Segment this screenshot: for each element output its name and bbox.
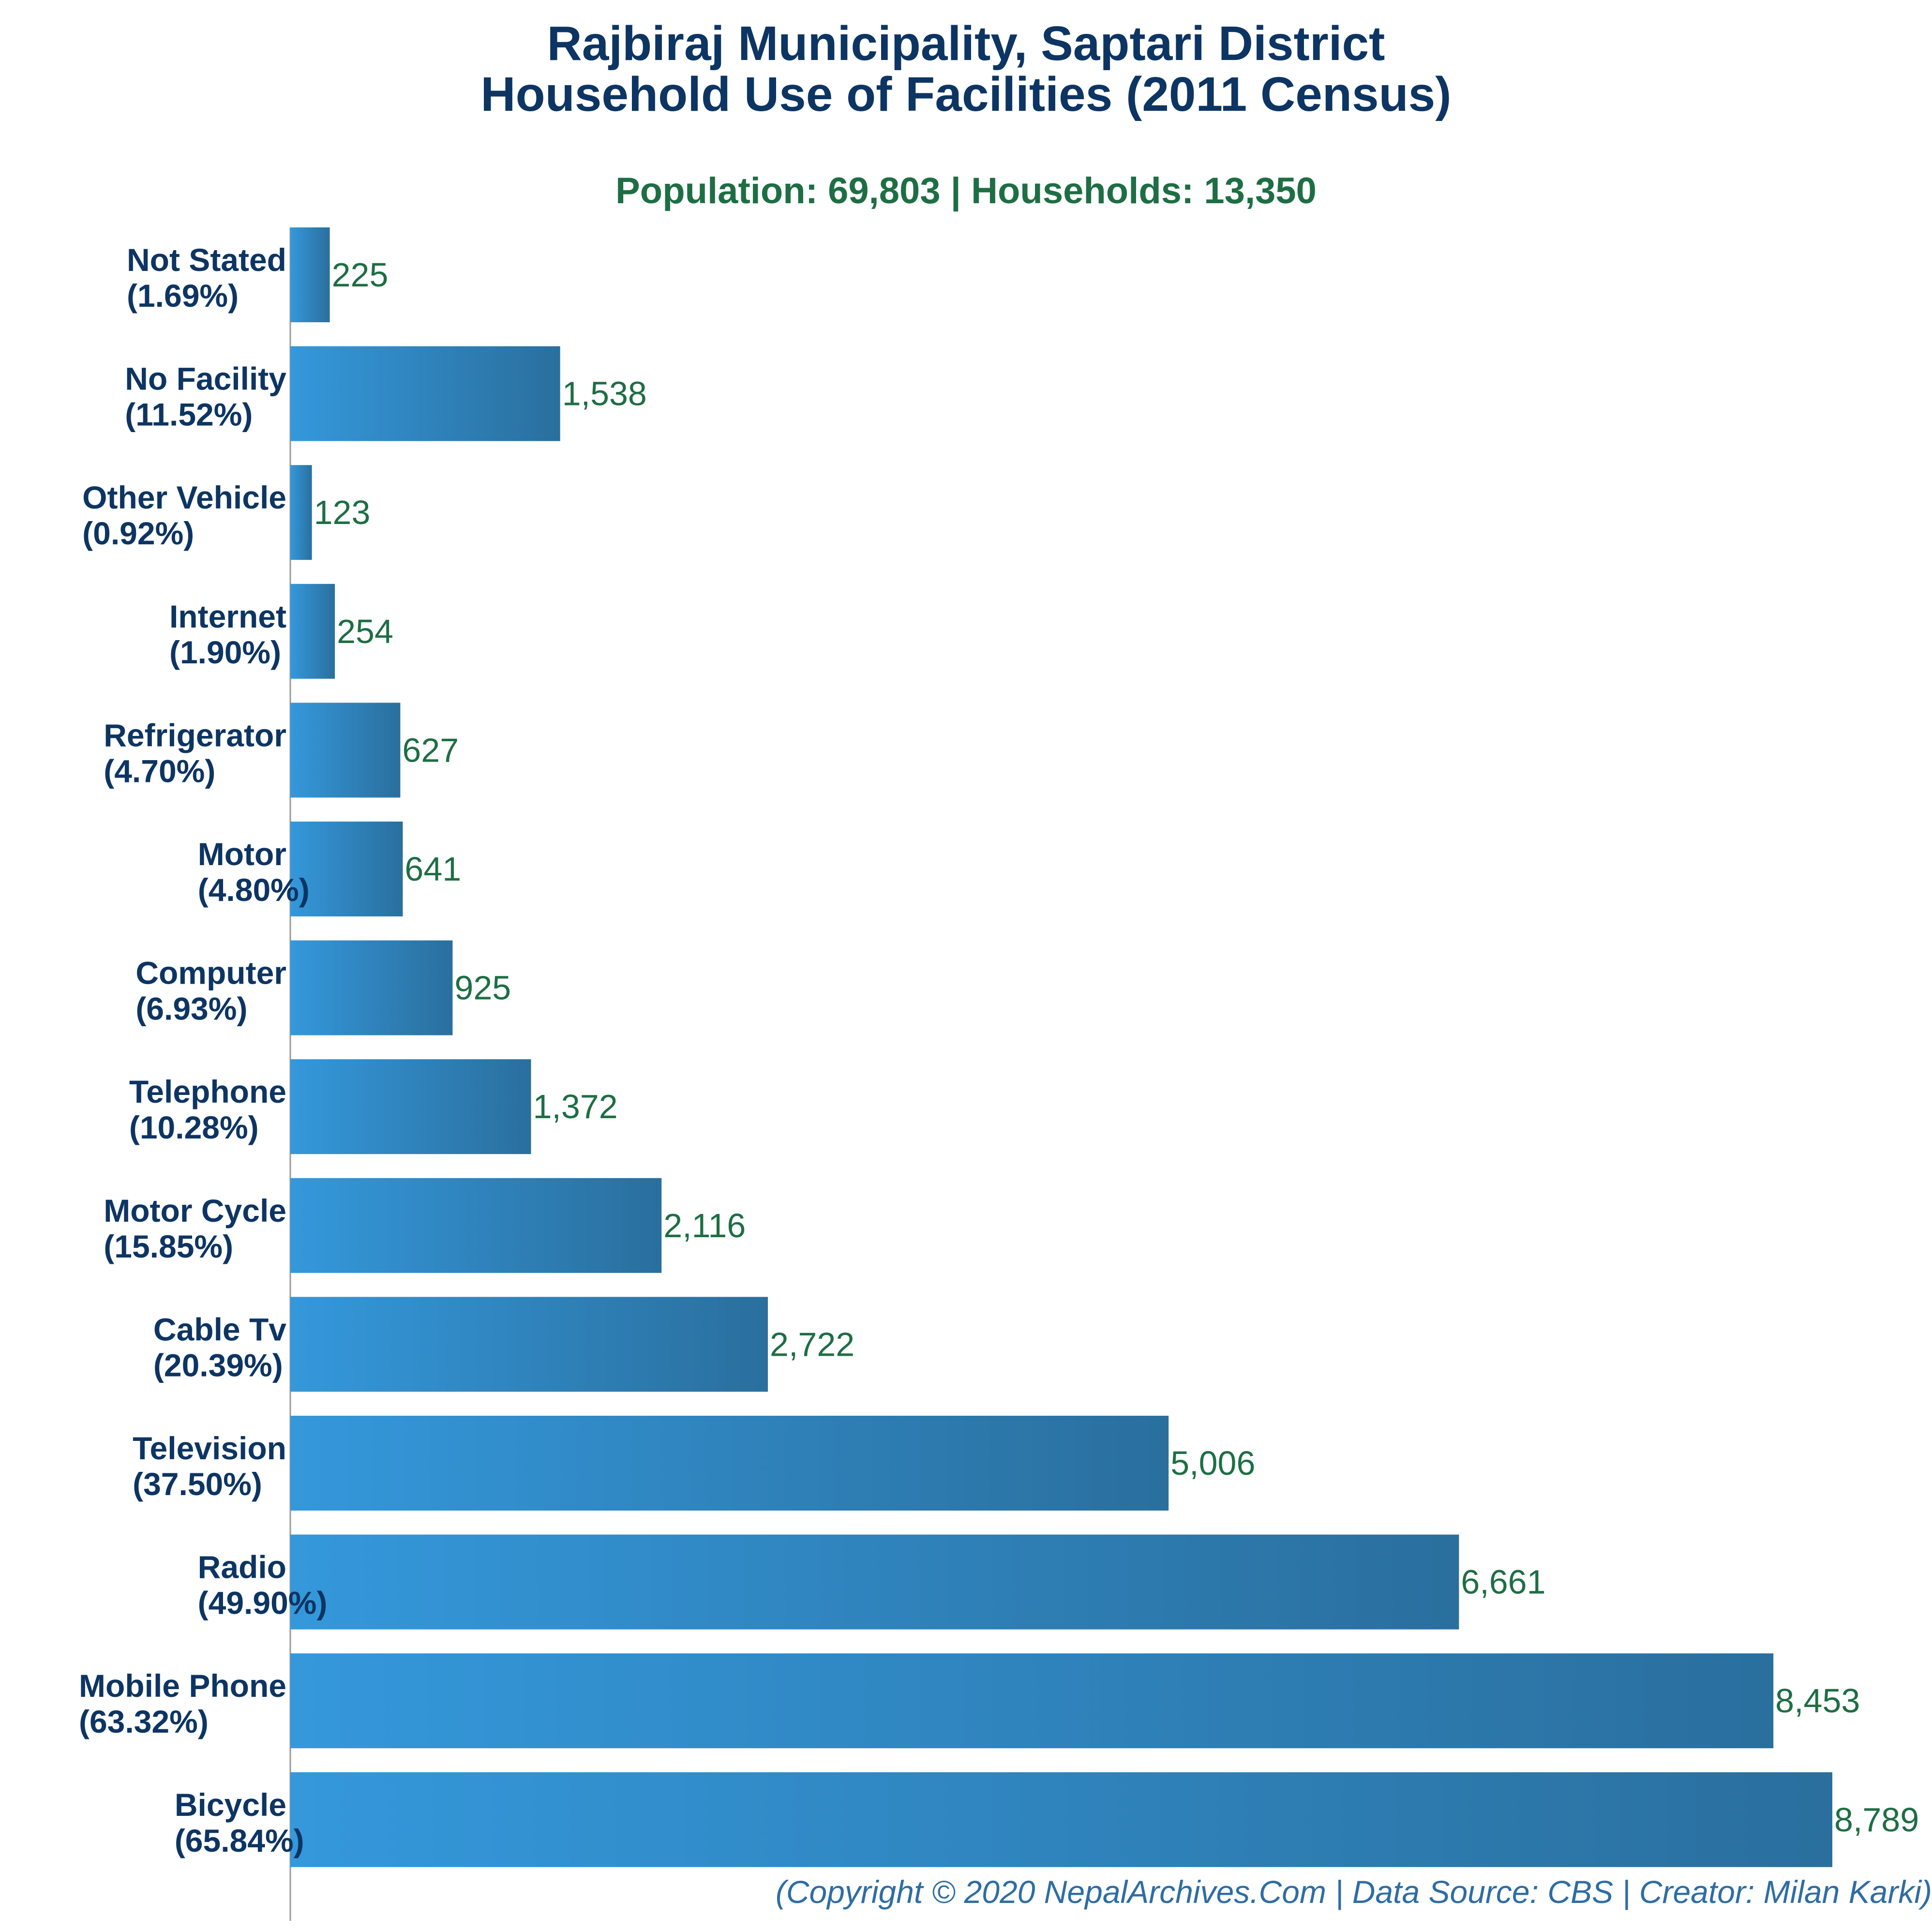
value-label: 627 bbox=[402, 731, 459, 769]
value-label: 254 bbox=[337, 613, 393, 650]
value-label: 641 bbox=[404, 850, 461, 888]
value-label: 1,372 bbox=[533, 1088, 618, 1125]
percent-label: (20.39%) bbox=[153, 1347, 283, 1383]
percent-label: (65.84%) bbox=[175, 1823, 304, 1858]
category-label: Motor Cycle bbox=[104, 1193, 286, 1228]
bar bbox=[290, 1059, 531, 1154]
percent-label: (63.32%) bbox=[79, 1704, 209, 1739]
bar bbox=[290, 1178, 662, 1273]
bar bbox=[290, 703, 401, 798]
bar bbox=[290, 1534, 1459, 1630]
percent-label: (6.93%) bbox=[135, 991, 247, 1027]
bar bbox=[290, 1297, 768, 1392]
category-label: Bicycle bbox=[175, 1787, 286, 1823]
value-label: 1,538 bbox=[562, 375, 647, 413]
category-label: Not Stated bbox=[127, 242, 286, 278]
percent-label: (37.50%) bbox=[133, 1466, 262, 1502]
bar bbox=[290, 1772, 1832, 1867]
percent-label: (1.69%) bbox=[127, 278, 239, 314]
bar bbox=[290, 346, 560, 441]
bar bbox=[290, 1653, 1774, 1749]
value-label: 6,661 bbox=[1461, 1563, 1545, 1601]
percent-label: (0.92%) bbox=[82, 515, 194, 551]
category-label: Telephone bbox=[129, 1074, 286, 1109]
category-label: Television bbox=[133, 1430, 286, 1466]
category-label: No Facility bbox=[125, 361, 286, 397]
value-label: 8,789 bbox=[1834, 1801, 1919, 1839]
bar bbox=[290, 584, 335, 679]
value-label: 5,006 bbox=[1170, 1444, 1255, 1482]
bar bbox=[290, 1416, 1169, 1511]
bar bbox=[290, 465, 312, 560]
category-label: Motor bbox=[198, 836, 286, 872]
chart-title-line1: Rajbiraj Municipality, Saptari District bbox=[547, 16, 1385, 71]
category-label: Cable Tv bbox=[153, 1311, 286, 1347]
percent-label: (15.85%) bbox=[104, 1228, 233, 1264]
category-label: Mobile Phone bbox=[79, 1668, 286, 1704]
percent-label: (1.90%) bbox=[169, 634, 281, 670]
category-label: Computer bbox=[135, 955, 286, 991]
value-label: 2,722 bbox=[770, 1325, 854, 1363]
percent-label: (10.28%) bbox=[129, 1109, 259, 1145]
percent-label: (4.70%) bbox=[104, 753, 215, 789]
chart-subtitle: Population: 69,803 | Households: 13,350 bbox=[615, 170, 1317, 211]
bars-group: 225 Not Stated(1.69%) 1,538 No Facility(11.… bbox=[79, 227, 1919, 1867]
value-label: 2,116 bbox=[663, 1207, 746, 1244]
bar bbox=[290, 940, 453, 1035]
bar bbox=[290, 822, 403, 916]
category-label: Other Vehicle bbox=[82, 479, 286, 515]
percent-label: (4.80%) bbox=[198, 872, 310, 908]
category-label: Radio bbox=[198, 1549, 286, 1585]
bar bbox=[290, 227, 330, 322]
value-label: 925 bbox=[454, 969, 511, 1007]
copyright-footer: (Copyright © 2020 NepalArchives.Com | Da… bbox=[775, 1874, 1932, 1910]
category-label: Internet bbox=[169, 599, 286, 634]
percent-label: (11.52%) bbox=[125, 397, 253, 433]
chart-title-line2: Household Use of Facilities (2011 Census… bbox=[480, 67, 1452, 121]
value-label: 123 bbox=[314, 494, 371, 531]
category-label: Refrigerator bbox=[104, 717, 286, 753]
value-label: 225 bbox=[332, 256, 389, 294]
percent-label: (49.90%) bbox=[198, 1585, 328, 1621]
value-label: 8,453 bbox=[1775, 1682, 1860, 1720]
